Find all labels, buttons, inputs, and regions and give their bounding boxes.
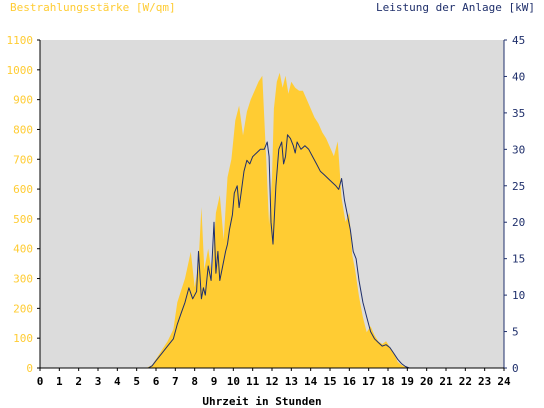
x-tick-label: 11 [246, 375, 260, 388]
x-tick-label: 4 [114, 375, 121, 388]
right-tick-label: 25 [512, 180, 525, 193]
x-tick-label: 15 [323, 375, 336, 388]
x-tick-label: 21 [439, 375, 453, 388]
x-tick-label: 22 [459, 375, 472, 388]
x-tick-label: 0 [37, 375, 44, 388]
left-tick-label: 1100 [7, 34, 34, 47]
x-tick-label: 12 [265, 375, 278, 388]
x-axis-title: Uhrzeit in Stunden [202, 395, 321, 408]
right-tick-label: 10 [512, 289, 525, 302]
left-axis-ticks: 0 100 200 300 400 500 600 700 800 900 1000 1100 [7, 34, 40, 375]
x-axis-ticks: 0 1 2 3 4 5 6 7 8 9 10 11 12 13 14 15 16 17 18 19 20 21 22 23 24 [37, 368, 511, 388]
x-tick-label: 3 [95, 375, 102, 388]
x-tick-label: 7 [172, 375, 179, 388]
x-tick-label: 2 [75, 375, 82, 388]
power-line [40, 134, 504, 369]
right-tick-label: 5 [512, 326, 519, 339]
right-tick-label: 30 [512, 143, 525, 156]
left-tick-label: 600 [13, 183, 33, 196]
x-tick-label: 16 [343, 375, 357, 388]
right-axis-ticks: 0 5 10 15 20 25 30 35 40 45 [504, 34, 525, 375]
x-tick-label: 6 [153, 375, 160, 388]
left-tick-label: 400 [13, 243, 33, 256]
right-tick-label: 20 [512, 216, 525, 229]
left-tick-label: 1000 [7, 64, 34, 77]
right-tick-label: 35 [512, 107, 525, 120]
power-line-layer [40, 134, 504, 369]
right-tick-label: 15 [512, 253, 525, 266]
left-tick-label: 900 [13, 94, 33, 107]
right-axis-title: Leistung der Anlage [kW] [376, 1, 535, 14]
right-tick-label: 40 [512, 70, 525, 83]
left-tick-label: 700 [13, 153, 33, 166]
x-tick-label: 1 [56, 375, 63, 388]
x-tick-label: 17 [362, 375, 375, 388]
x-tick-label: 23 [478, 375, 491, 388]
right-tick-label: 0 [512, 362, 519, 375]
irradiance-area [40, 72, 504, 369]
x-tick-label: 14 [304, 375, 318, 388]
x-tick-label: 9 [211, 375, 218, 388]
left-axis-title: Bestrahlungsstärke [W/qm] [10, 1, 176, 14]
x-tick-label: 24 [497, 375, 511, 388]
left-tick-label: 200 [13, 302, 33, 315]
x-tick-label: 18 [381, 375, 394, 388]
x-tick-label: 13 [285, 375, 298, 388]
x-tick-label: 20 [420, 375, 433, 388]
right-tick-label: 45 [512, 34, 525, 47]
left-tick-label: 800 [13, 123, 33, 136]
left-tick-label: 0 [26, 362, 33, 375]
x-tick-label: 8 [191, 375, 198, 388]
left-tick-label: 300 [13, 273, 33, 286]
left-tick-label: 100 [13, 332, 33, 345]
x-tick-label: 19 [401, 375, 414, 388]
left-tick-label: 500 [13, 213, 33, 226]
irradiance-area-layer [40, 72, 504, 369]
x-tick-label: 5 [133, 375, 140, 388]
x-tick-label: 10 [227, 375, 240, 388]
